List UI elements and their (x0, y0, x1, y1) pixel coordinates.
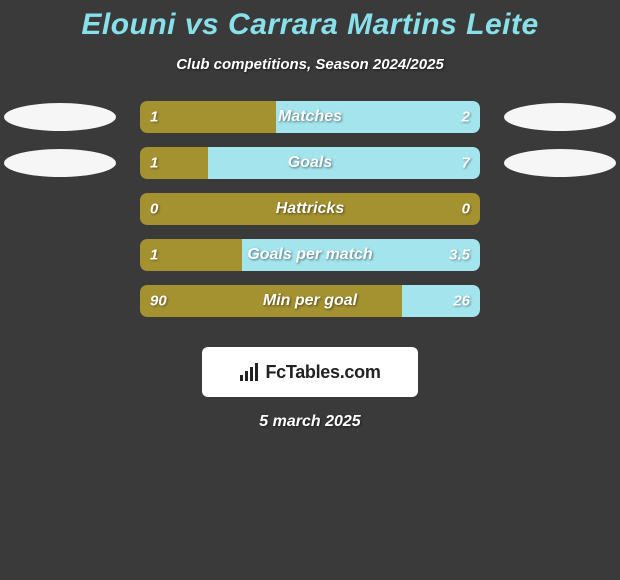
stat-value-left: 0 (150, 201, 158, 218)
bar-left (140, 193, 480, 225)
bar-track: 00Hattricks (140, 193, 480, 225)
stat-row: 9026Min per goal (0, 287, 620, 333)
page-title: Elouni vs Carrara Martins Leite (0, 0, 620, 42)
bar-track: 12Matches (140, 101, 480, 133)
stat-value-left: 1 (150, 155, 158, 172)
subtitle: Club competitions, Season 2024/2025 (0, 56, 620, 73)
logo-text: FcTables.com (265, 362, 380, 383)
player-badge-right (504, 149, 616, 177)
stat-value-left: 1 (150, 109, 158, 126)
bar-right (276, 101, 480, 133)
stat-value-right: 7 (462, 155, 470, 172)
bar-track: 9026Min per goal (140, 285, 480, 317)
date: 5 march 2025 (0, 413, 620, 431)
player-badge-left (4, 103, 116, 131)
logo-box: FcTables.com (202, 347, 418, 397)
bar-right (208, 147, 480, 179)
stat-value-right: 2 (462, 109, 470, 126)
bar-left (140, 101, 276, 133)
stat-row: 13.5Goals per match (0, 241, 620, 287)
comparison-chart: 12Matches17Goals00Hattricks13.5Goals per… (0, 103, 620, 333)
bar-left (140, 285, 402, 317)
bar-track: 17Goals (140, 147, 480, 179)
player-badge-right (504, 103, 616, 131)
stat-row: 00Hattricks (0, 195, 620, 241)
stat-row: 17Goals (0, 149, 620, 195)
player-badge-left (4, 149, 116, 177)
bar-track: 13.5Goals per match (140, 239, 480, 271)
bar-right (242, 239, 480, 271)
bars-icon (239, 363, 261, 381)
stat-value-right: 26 (453, 293, 470, 310)
stat-value-left: 1 (150, 247, 158, 264)
stat-value-left: 90 (150, 293, 167, 310)
stat-row: 12Matches (0, 103, 620, 149)
stat-value-right: 0 (462, 201, 470, 218)
stat-value-right: 3.5 (449, 247, 470, 264)
